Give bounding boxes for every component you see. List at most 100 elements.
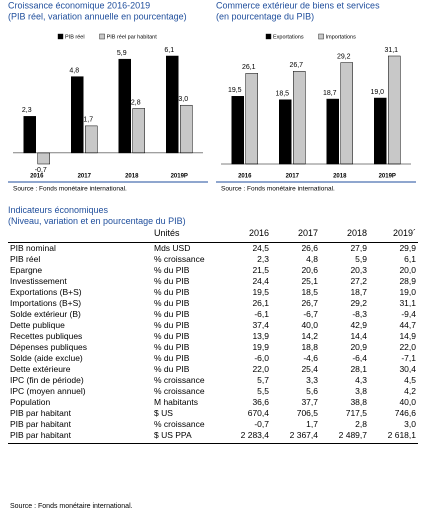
table-cell: Solde extérieur (B) [10, 309, 81, 319]
table-cell: 19,9 [252, 342, 269, 352]
table-cell: -4,6 [303, 353, 318, 363]
table-cell: 38,8 [350, 397, 367, 407]
header-cell [8, 229, 152, 243]
table-cell: $ US [154, 408, 173, 418]
header-cell: 2017 [271, 228, 320, 243]
value-label: 3,0 [178, 96, 188, 103]
table-cell: % du PIB [154, 309, 190, 319]
table-cell: 3,8 [355, 386, 367, 396]
table-cell: Exportations (B+S) [10, 287, 82, 297]
table-cell: Population [10, 397, 51, 407]
table-cell: Dette publique [10, 320, 65, 330]
table-cell: 29,2 [350, 298, 367, 308]
table-cell: % croissance [154, 254, 205, 264]
x-tick-label: 2017 [78, 174, 92, 180]
table-cell: 20,0 [399, 265, 416, 275]
table-cell: 13,9 [252, 331, 269, 341]
table-cell: 18,8 [301, 342, 318, 352]
table-body: PIB nominal Mds USD 24,5 26,6 27,9 29,9 PIB ré… [8, 242, 418, 444]
bar [293, 71, 306, 165]
table-cell: % croissance [154, 419, 205, 429]
table-cell: 670,4 [247, 408, 269, 418]
table-cell: Epargne [10, 265, 43, 275]
value-label: 31,1 [384, 47, 398, 54]
table-cell: -9,4 [401, 309, 416, 319]
table-row: Population M habitants 36,6 37,7 38,8 40,0 [8, 397, 418, 408]
table-cell: IPC (moyen annuel) [10, 386, 86, 396]
table-cell: -6,1 [254, 309, 269, 319]
table-subtitle: (Niveau, variation et en pourcentage du … [8, 216, 186, 226]
value-label: 6,1 [164, 47, 174, 54]
table-cell: 4,3 [355, 375, 367, 385]
table-cell: 25,4 [301, 364, 318, 374]
table-cell: -7,1 [401, 353, 416, 363]
bar [326, 98, 339, 165]
table-row: PIB par habitant $ US PPA 2 283,4 2 367,4 2 … [8, 429, 418, 444]
x-tick-label: 2017 [286, 174, 300, 180]
table-cell: 29,9 [399, 243, 416, 253]
table-cell: 746,6 [394, 408, 416, 418]
table-cell: -0,7 [254, 419, 269, 429]
chart-source: Source : Fonds monétaire international. [221, 186, 335, 193]
table-cell: 2,8 [355, 419, 367, 429]
header-row: Unités 2016 2017 2018 2019´ [8, 228, 418, 243]
table-cell: PIB par habitant [10, 408, 71, 418]
table-cell: 20,6 [301, 265, 318, 275]
value-label: 5,9 [117, 50, 127, 57]
legend-swatch [99, 33, 105, 40]
table-cell: 18,5 [301, 287, 318, 297]
table-cell: 25,1 [301, 276, 318, 286]
table-cell: 3,3 [306, 375, 318, 385]
table-cell: 4,8 [306, 254, 318, 264]
x-tick-label: 2016 [30, 174, 44, 180]
table-cell: 5,7 [257, 375, 269, 385]
x-tick-label: 2018 [125, 174, 139, 180]
table-cell: PIB réel [10, 254, 41, 264]
table-cell: % du PIB [154, 276, 190, 286]
table-cell: 20,3 [350, 265, 367, 275]
table-cell: % du PIB [154, 353, 190, 363]
table-cell: 26,7 [301, 298, 318, 308]
bar [85, 125, 98, 154]
table-cell: 2 489,7 [320, 429, 369, 444]
legend-swatch [57, 33, 64, 40]
bar [231, 96, 244, 165]
table-cell: % du PIB [154, 342, 190, 352]
table-cell: PIB par habitant [10, 419, 71, 429]
bar [37, 152, 50, 165]
table-cell: M habitants [154, 397, 198, 407]
table-cell: 19,5 [252, 287, 269, 297]
table-row: PIB par habitant $ US 670,4 706,5 717,5 746,6 [8, 408, 418, 419]
table-cell: 36,6 [252, 397, 269, 407]
value-label: 18,5 [275, 91, 289, 98]
table-cell: $ US PPA [152, 429, 222, 444]
table-cell: % du PIB [154, 265, 190, 275]
table-cell: 40,0 [399, 397, 416, 407]
table-cell: Importations (B+S) [10, 298, 82, 308]
value-label: 2,8 [131, 99, 141, 106]
value-label: 2,3 [22, 107, 32, 114]
table-cell: 30,4 [399, 364, 416, 374]
table-title: Indicateurs économiques [8, 205, 109, 215]
table-cell: -8,3 [352, 309, 367, 319]
legend-label: PIB réel [65, 34, 85, 40]
table-cell: 4,5 [404, 375, 416, 385]
table-row: Solde extérieur (B) % du PIB -6,1 -6,7 -8,3 -… [8, 309, 418, 320]
table-cell: 20,9 [350, 342, 367, 352]
table-cell: 21,5 [252, 265, 269, 275]
table-cell: -6,4 [352, 353, 367, 363]
header-cell: 2018 [320, 228, 369, 243]
table-row: Epargne % du PIB 21,5 20,6 20,3 20,0 [8, 265, 418, 276]
table-row: IPC (fin de période) % croissance 5,7 3,3 4,… [8, 375, 418, 386]
value-label: 26,7 [289, 62, 303, 69]
bar [388, 55, 401, 165]
header-cell: 2016 [222, 228, 271, 243]
table-row: Importations (B+S) % du PIB 26,1 26,7 29,2 31… [8, 298, 418, 309]
table-cell: -6,0 [254, 353, 269, 363]
chart-source: Source : Fonds monétaire international. [13, 186, 127, 193]
table-row: Solde (aide exclue) % du PIB -6,0 -4,6 -6,4 -… [8, 353, 418, 364]
legend-swatch [265, 33, 272, 40]
table-cell: 28,1 [350, 364, 367, 374]
table-row: PIB nominal Mds USD 24,5 26,6 27,9 29,9 [8, 242, 418, 254]
table-cell: PIB par habitant [8, 429, 152, 444]
